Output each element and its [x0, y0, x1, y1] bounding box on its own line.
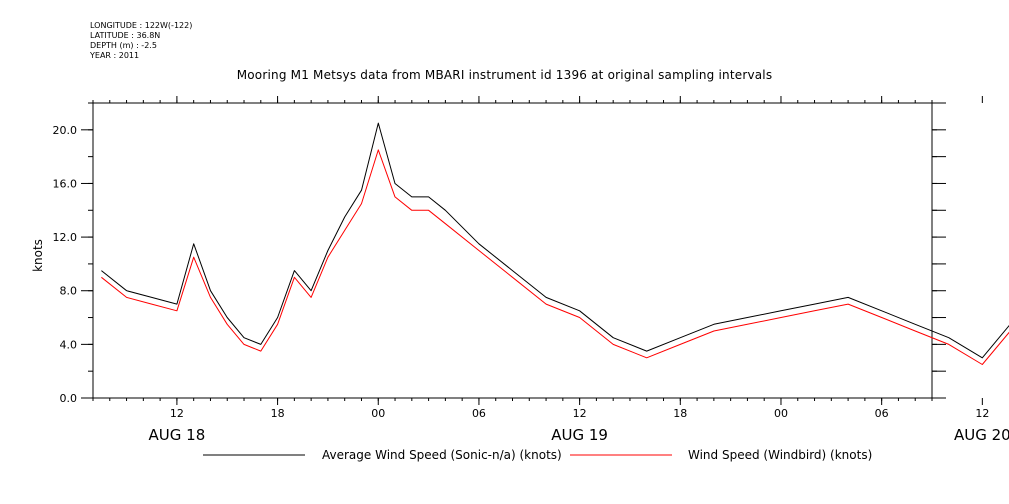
x-tick-label: 00	[371, 407, 385, 420]
meta-line-year: YEAR : 2011	[90, 51, 140, 60]
x-tick-label: 18	[673, 407, 687, 420]
y-tick-label: 0.0	[60, 392, 78, 405]
x-tick-label: 06	[875, 407, 889, 420]
meta-line-latitude: LATITUDE : 36.8N	[90, 31, 161, 40]
y-tick-label: 16.0	[53, 177, 78, 190]
x-tick-label: 12	[975, 407, 989, 420]
series-line-sonic	[101, 122, 1009, 359]
y-axis-label: knots	[31, 239, 45, 272]
x-tick-label: 12	[573, 407, 587, 420]
x-tick-label: 18	[271, 407, 285, 420]
chart-title: Mooring M1 Metsys data from MBARI instru…	[236, 68, 773, 82]
series-line-windbird	[101, 149, 1009, 365]
meta-line-depth: DEPTH (m) : -2.5	[90, 41, 157, 50]
x-tick-label: 00	[774, 407, 788, 420]
x-date-label: AUG 19	[551, 426, 608, 444]
legend-label-sonic: Average Wind Speed (Sonic-n/a) (knots)	[322, 448, 562, 462]
plot-frame	[92, 102, 933, 399]
x-tick-label: 12	[170, 407, 184, 420]
y-tick-label: 12.0	[53, 231, 78, 244]
legend-label-windbird: Wind Speed (Windbird) (knots)	[688, 448, 872, 462]
x-date-label: AUG 18	[149, 426, 206, 444]
metadata-block: LONGITUDE : 122W(-122) LATITUDE : 36.8N …	[90, 21, 192, 61]
y-tick-label: 8.0	[60, 285, 78, 298]
meta-line-longitude: LONGITUDE : 122W(-122)	[90, 21, 193, 30]
x-tick-label: 06	[472, 407, 486, 420]
y-tick-label: 4.0	[60, 338, 78, 351]
x-date-label: AUG 20	[954, 426, 1009, 444]
y-tick-label: 20.0	[53, 124, 78, 137]
